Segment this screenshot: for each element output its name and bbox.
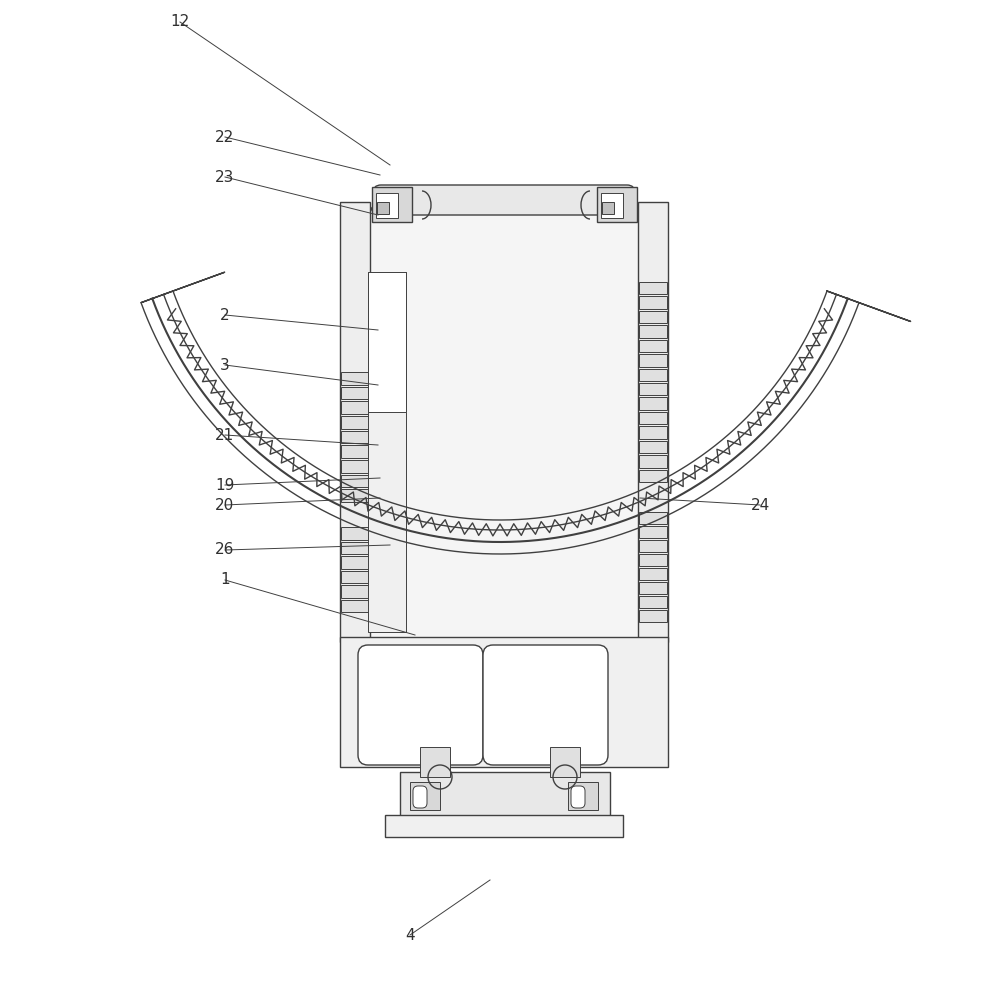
Bar: [341, 402, 369, 414]
Text: 1: 1: [220, 572, 230, 587]
Bar: [420, 747, 450, 777]
Text: 4: 4: [405, 928, 415, 942]
Text: 22: 22: [215, 130, 235, 145]
Bar: [597, 187, 637, 222]
Bar: [376, 193, 398, 218]
Text: 24: 24: [750, 498, 770, 513]
Bar: [602, 202, 614, 214]
Text: 2: 2: [220, 308, 230, 322]
FancyBboxPatch shape: [368, 202, 640, 682]
Bar: [341, 489, 369, 502]
Bar: [341, 542, 369, 554]
Bar: [639, 369, 667, 381]
Text: 21: 21: [215, 428, 235, 442]
Bar: [639, 469, 667, 482]
Bar: [568, 782, 598, 810]
Bar: [638, 202, 668, 642]
Bar: [410, 782, 440, 810]
Text: 3: 3: [220, 357, 230, 373]
Bar: [601, 193, 623, 218]
Bar: [639, 610, 667, 622]
Bar: [341, 585, 369, 597]
Text: 19: 19: [215, 477, 235, 492]
Text: 23: 23: [215, 170, 235, 185]
Bar: [639, 412, 667, 425]
Bar: [639, 568, 667, 580]
Polygon shape: [827, 291, 911, 321]
Bar: [341, 387, 369, 400]
FancyBboxPatch shape: [483, 645, 608, 765]
Bar: [341, 570, 369, 583]
Bar: [639, 455, 667, 467]
Bar: [639, 582, 667, 594]
Bar: [639, 596, 667, 608]
Bar: [400, 772, 610, 817]
Bar: [340, 637, 668, 767]
Polygon shape: [141, 272, 225, 303]
Bar: [639, 310, 667, 323]
Text: 12: 12: [170, 15, 190, 30]
Bar: [639, 427, 667, 438]
Text: 26: 26: [215, 543, 235, 558]
Bar: [639, 440, 667, 453]
Bar: [368, 272, 406, 412]
Bar: [341, 474, 369, 487]
Bar: [550, 747, 580, 777]
Bar: [639, 339, 667, 352]
Bar: [341, 416, 369, 429]
Bar: [639, 512, 667, 524]
Bar: [639, 383, 667, 396]
Bar: [341, 527, 369, 540]
Bar: [639, 354, 667, 367]
Bar: [341, 445, 369, 458]
FancyBboxPatch shape: [358, 645, 483, 765]
Bar: [341, 599, 369, 612]
Bar: [377, 202, 389, 214]
Bar: [639, 526, 667, 538]
Bar: [639, 554, 667, 566]
Bar: [341, 556, 369, 568]
Bar: [639, 325, 667, 337]
FancyBboxPatch shape: [373, 185, 635, 215]
Bar: [341, 460, 369, 472]
Bar: [639, 398, 667, 410]
FancyBboxPatch shape: [571, 786, 585, 808]
Bar: [368, 272, 406, 632]
Bar: [340, 202, 370, 642]
Text: 20: 20: [215, 498, 235, 513]
Bar: [639, 540, 667, 552]
Bar: [341, 372, 369, 385]
Bar: [639, 282, 667, 295]
Bar: [385, 815, 623, 837]
FancyBboxPatch shape: [413, 786, 427, 808]
Bar: [341, 431, 369, 443]
Bar: [639, 297, 667, 309]
Bar: [372, 187, 412, 222]
